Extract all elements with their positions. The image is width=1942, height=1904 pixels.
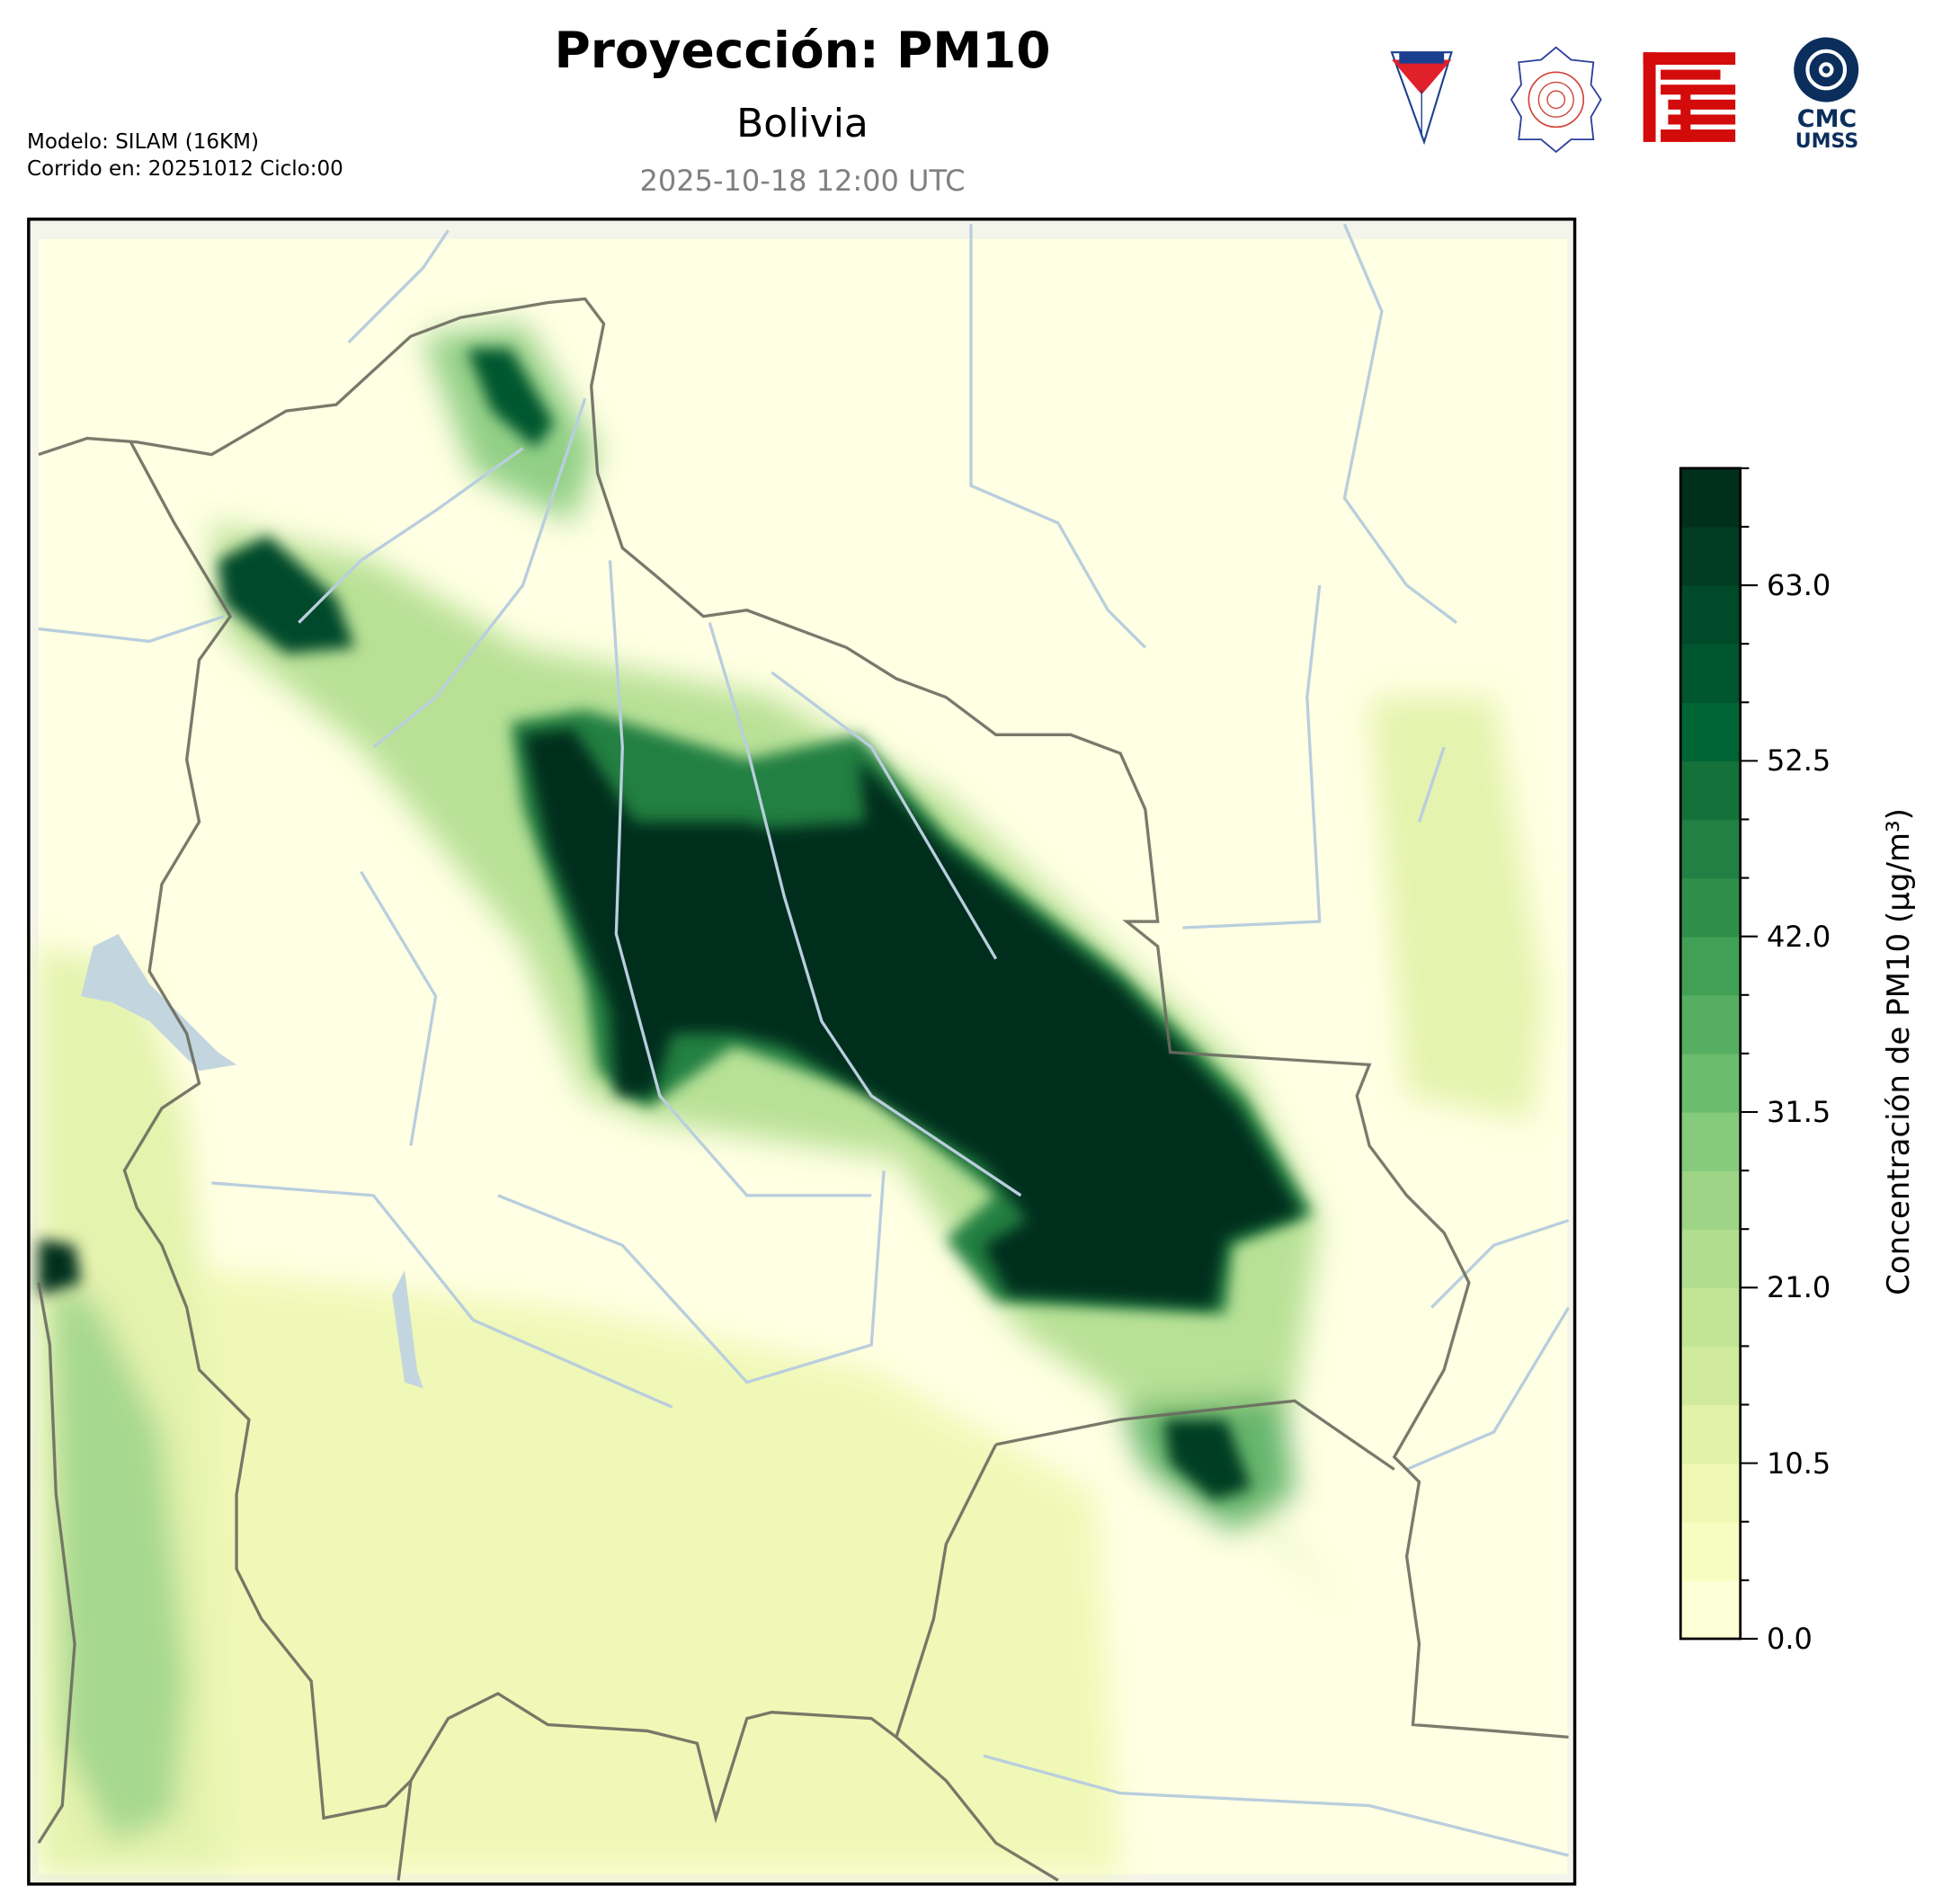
colorbar-level	[1680, 1229, 1741, 1289]
colorbar-level	[1680, 877, 1741, 938]
lake-poopo	[392, 1269, 423, 1389]
contour-west-edge-hotspot	[38, 1239, 81, 1295]
colorbar-level	[1680, 702, 1741, 762]
cmc-logo-line1: CMC	[1796, 105, 1857, 133]
lakes	[81, 933, 423, 1389]
concentration-field	[38, 324, 1544, 1874]
colorbar	[1679, 467, 1759, 1641]
map-subtitle: Bolivia	[736, 101, 869, 147]
contour-south-central	[199, 1269, 1121, 1874]
colorbar-level	[1680, 1112, 1741, 1171]
colorbar-level	[1680, 1404, 1741, 1464]
colorbar-level	[1680, 936, 1741, 996]
colorbar-tick-label: 31.5	[1767, 1095, 1831, 1129]
map-area	[28, 218, 1575, 1884]
colorbar-tick-label: 63.0	[1767, 568, 1831, 603]
contour-plume-halo	[211, 522, 1345, 1606]
forecast-datetime: 2025-10-18 12:00 UTC	[639, 164, 966, 198]
colorbar-tick-label: 52.5	[1767, 743, 1831, 779]
logo-fisica-seal	[1510, 46, 1602, 154]
colorbar-level	[1680, 644, 1741, 703]
colorbar-level	[1680, 467, 1741, 528]
contour-plume-core	[522, 728, 1301, 1308]
cmc-logo-text: CMC UMSS	[1791, 105, 1863, 153]
colorbar-level	[1680, 1463, 1741, 1523]
rivers	[38, 223, 1571, 1857]
logo-cmc-icon	[1794, 37, 1859, 102]
contour-northwest-hotspot	[218, 535, 355, 654]
colorbar-level	[1680, 1579, 1741, 1640]
colorbar-level	[1680, 819, 1741, 879]
run-label: Corrido en: 20251012 Ciclo:00	[27, 157, 343, 181]
colorbar-level	[1680, 585, 1741, 645]
colorbar-tick-label: 10.5	[1767, 1446, 1831, 1481]
model-info: Modelo: SILAM (16KM) Corrido en: 2025101…	[27, 129, 343, 182]
map-frame	[27, 218, 1577, 1886]
colorbar-level	[1680, 1053, 1741, 1113]
logo-red-geometric	[1643, 52, 1736, 142]
colorbar-tick-label: 0.0	[1767, 1621, 1813, 1656]
colorbar-level	[1680, 994, 1741, 1054]
colorbar-level	[1680, 526, 1741, 586]
colorbar-level	[1680, 761, 1741, 821]
contour-mid-west	[49, 1269, 187, 1844]
map-title: Proyección: PM10	[554, 22, 1051, 79]
colorbar-level	[1680, 1287, 1741, 1348]
cmc-logo-line2: UMSS	[1795, 130, 1859, 153]
colorbar-label: Concentración de PM10 (µg/m³)	[1881, 808, 1917, 1295]
contour-south-hotspot	[1163, 1419, 1252, 1501]
logo-umss-shield	[1390, 51, 1453, 146]
colorbar-level	[1680, 1170, 1741, 1230]
colorbar-level	[1680, 1521, 1741, 1581]
colorbar-level	[1680, 1346, 1741, 1406]
lake-titicaca	[81, 933, 237, 1072]
contour-east	[1369, 697, 1544, 1121]
contour-north-hotspot	[467, 348, 555, 449]
country-borders	[37, 297, 1569, 1882]
colorbar-tick-label: 42.0	[1767, 919, 1831, 954]
colorbar-tick-label: 21.0	[1767, 1270, 1831, 1305]
model-label: Modelo: SILAM (16KM)	[27, 130, 259, 154]
